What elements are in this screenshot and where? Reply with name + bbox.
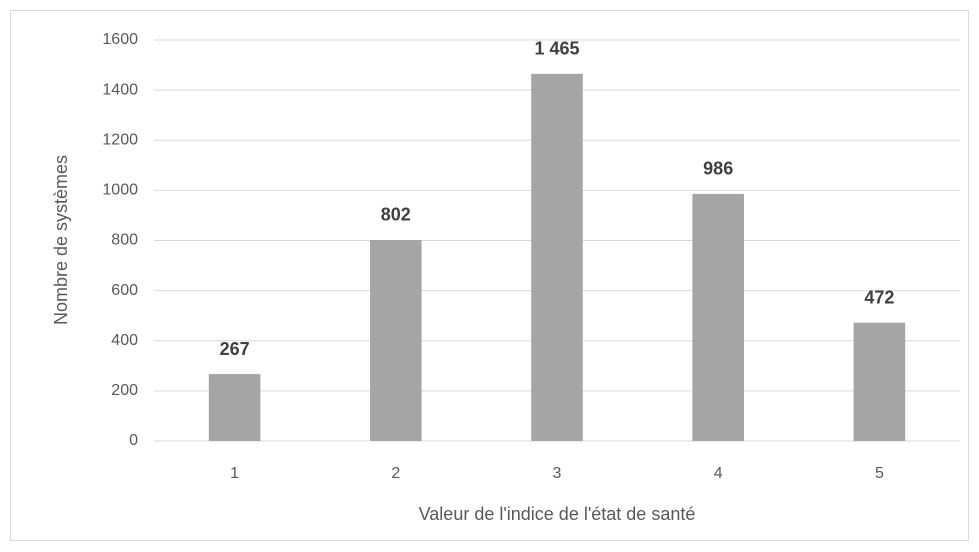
y-tick-label: 800 [111, 232, 138, 249]
bar [531, 73, 583, 441]
y-tick-label: 400 [111, 332, 138, 349]
bar [208, 374, 261, 441]
y-axis-label: Nombre de systèmes [51, 155, 71, 325]
value-label: 802 [381, 205, 411, 225]
bar [853, 322, 906, 441]
x-axis-label: Valeur de l'indice de l'état de santé [419, 504, 696, 524]
x-tick-label: 3 [553, 465, 562, 482]
bar [370, 239, 422, 441]
chart-frame [10, 10, 969, 541]
y-tick-label: 1200 [102, 131, 138, 148]
bar [692, 193, 744, 441]
x-tick-label: 1 [230, 465, 239, 482]
y-tick-label: 0 [129, 432, 138, 449]
x-tick-label: 4 [714, 465, 723, 482]
value-label: 472 [864, 287, 894, 307]
value-label: 267 [220, 339, 250, 359]
y-tick-label: 200 [111, 382, 138, 399]
value-label: 1 465 [534, 39, 579, 59]
y-tick-label: 600 [111, 282, 138, 299]
value-label: 986 [703, 159, 733, 179]
y-tick-label: 1600 [102, 31, 138, 48]
y-tick-label: 1400 [102, 81, 138, 98]
x-tick-label: 2 [391, 465, 400, 482]
y-tick-label: 1000 [102, 182, 138, 199]
x-tick-label: 5 [875, 465, 884, 482]
